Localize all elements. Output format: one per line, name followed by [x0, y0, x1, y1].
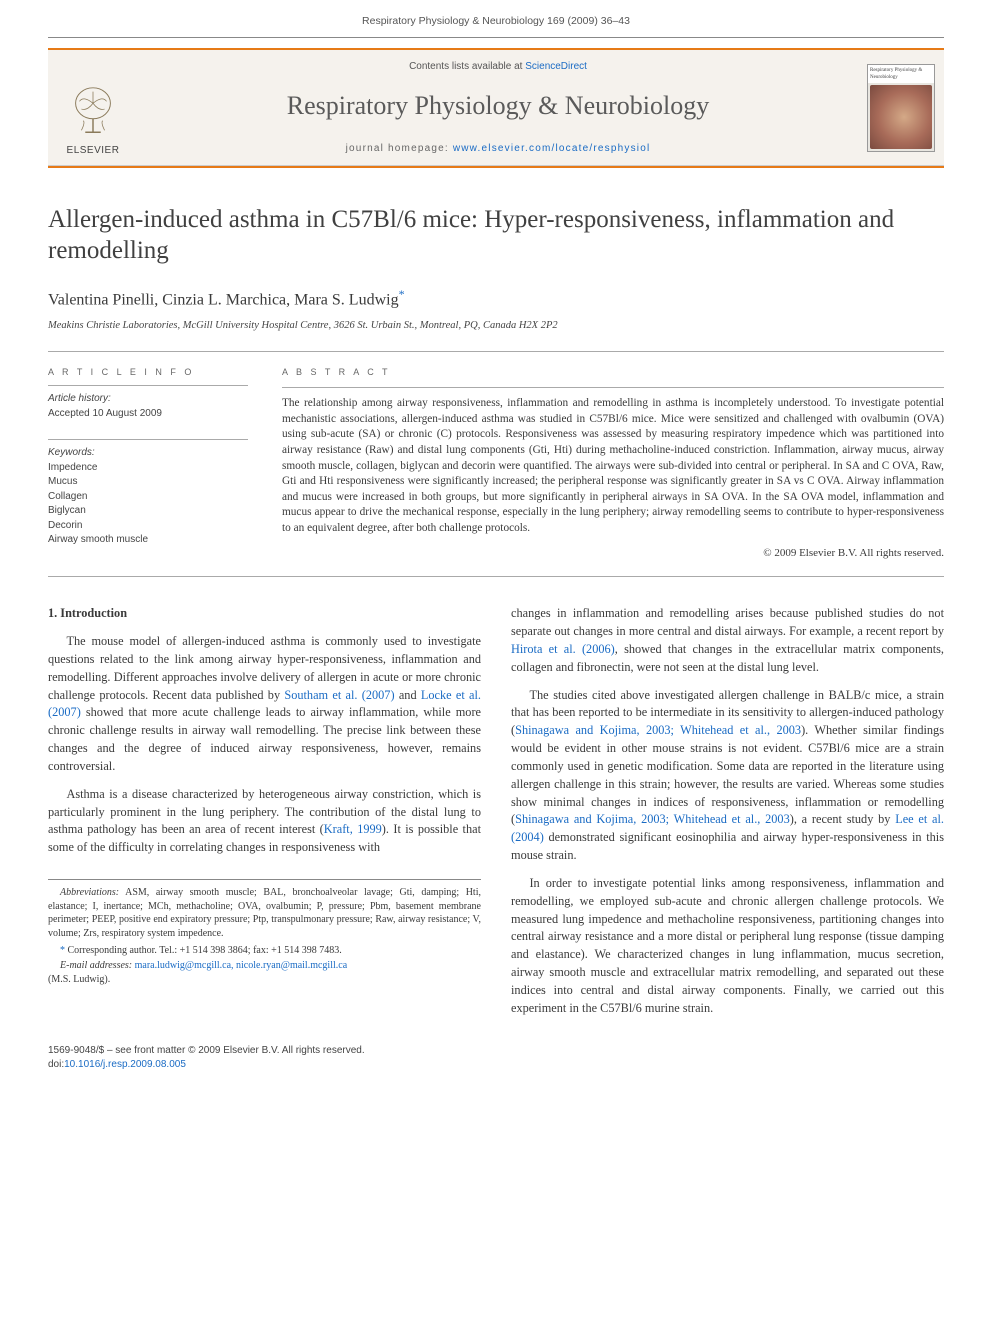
contents-prefix: Contents lists available at — [409, 61, 525, 72]
right-column: changes in inflammation and remodelling … — [511, 605, 944, 1027]
abstract-block: A B S T R A C T The relationship among a… — [282, 366, 944, 562]
body-text: showed that more acute challenge leads t… — [48, 705, 481, 772]
history-label: Article history: — [48, 392, 248, 407]
authors-text: Valentina Pinelli, Cinzia L. Marchica, M… — [48, 292, 399, 309]
corresponding-star-icon: * — [399, 287, 405, 301]
cover-image-icon — [870, 85, 932, 149]
article-meta-row: A R T I C L E I N F O Article history: A… — [48, 351, 944, 562]
doi-link[interactable]: 10.1016/j.resp.2009.08.005 — [64, 1059, 186, 1070]
homepage-prefix: journal homepage: — [346, 143, 453, 154]
accepted-date: Accepted 10 August 2009 — [48, 407, 248, 422]
citation-link[interactable]: Hirota et al. (2006) — [511, 642, 615, 656]
journal-title: Respiratory Physiology & Neurobiology — [144, 87, 852, 125]
article-info-block: A R T I C L E I N F O Article history: A… — [48, 366, 248, 562]
article-info-label: A R T I C L E I N F O — [48, 366, 248, 379]
body-text: demonstrated significant eosinophilia an… — [511, 830, 944, 862]
body-text: changes in inflammation and remodelling … — [511, 606, 944, 638]
keyword: Biglycan — [48, 504, 248, 519]
keyword: Mucus — [48, 475, 248, 490]
abstract-text: The relationship among airway responsive… — [282, 396, 944, 536]
cover-label: Respiratory Physiology & Neurobiology — [868, 65, 934, 84]
citation-link[interactable]: Kraft, 1999 — [324, 822, 382, 836]
email-footnote: E-mail addresses: mara.ludwig@mcgill.ca,… — [48, 959, 481, 974]
body-text: ), a recent study by — [790, 812, 895, 826]
page-footer: 1569-9048/$ – see front matter © 2009 El… — [48, 1044, 944, 1073]
article-title: Allergen-induced asthma in C57Bl/6 mice:… — [48, 204, 944, 267]
keywords-label: Keywords: — [48, 446, 248, 461]
author-list: Valentina Pinelli, Cinzia L. Marchica, M… — [48, 286, 944, 312]
keyword: Impedence — [48, 461, 248, 476]
abstract-copyright: © 2009 Elsevier B.V. All rights reserved… — [282, 546, 944, 562]
journal-cover-thumb: Respiratory Physiology & Neurobiology — [867, 64, 935, 152]
body-text: ). Whether similar findings would be evi… — [511, 723, 944, 826]
corresponding-text: Corresponding author. Tel.: +1 514 398 3… — [65, 945, 342, 956]
section-heading-intro: 1. Introduction — [48, 605, 481, 623]
publisher-name: ELSEVIER — [67, 144, 120, 159]
email-link[interactable]: mara.ludwig@mcgill.ca, nicole.ryan@mail.… — [132, 960, 347, 971]
citation-link[interactable]: Southam et al. (2007) — [284, 688, 394, 702]
abstract-label: A B S T R A C T — [282, 366, 944, 379]
orange-rule — [48, 166, 944, 168]
email-label: E-mail addresses: — [60, 960, 132, 971]
contents-available: Contents lists available at ScienceDirec… — [144, 60, 852, 75]
affiliation: Meakins Christie Laboratories, McGill Un… — [48, 318, 944, 333]
journal-homepage: journal homepage: www.elsevier.com/locat… — [144, 142, 852, 157]
body-columns: 1. Introduction The mouse model of aller… — [48, 605, 944, 1027]
keyword: Decorin — [48, 519, 248, 534]
corresponding-footnote: * Corresponding author. Tel.: +1 514 398… — [48, 944, 481, 959]
body-text: In order to investigate potential links … — [511, 875, 944, 1018]
publisher-logo-block: ELSEVIER — [48, 50, 138, 165]
homepage-link[interactable]: www.elsevier.com/locate/resphysiol — [453, 143, 651, 154]
meta-bottom-rule — [48, 576, 944, 577]
citation-link[interactable]: Shinagawa and Kojima, 2003; Whitehead et… — [515, 812, 790, 826]
keyword: Airway smooth muscle — [48, 533, 248, 548]
left-column: 1. Introduction The mouse model of aller… — [48, 605, 481, 1027]
abbreviations-footnote: Abbreviations: ASM, airway smooth muscle… — [48, 879, 481, 940]
abbrev-label: Abbreviations: — [60, 887, 119, 898]
masthead: ELSEVIER Contents lists available at Sci… — [48, 48, 944, 166]
body-text: and — [395, 688, 421, 702]
running-header: Respiratory Physiology & Neurobiology 16… — [0, 0, 992, 37]
doi-prefix: doi: — [48, 1059, 64, 1070]
front-matter-line: 1569-9048/$ – see front matter © 2009 El… — [48, 1044, 944, 1059]
sciencedirect-link[interactable]: ScienceDirect — [525, 61, 587, 72]
keyword: Collagen — [48, 490, 248, 505]
citation-link[interactable]: Shinagawa and Kojima, 2003; Whitehead et… — [515, 723, 801, 737]
cover-thumbnail-block: Respiratory Physiology & Neurobiology — [858, 50, 944, 165]
top-divider — [48, 37, 944, 38]
email-tail: (M.S. Ludwig). — [48, 973, 481, 988]
elsevier-tree-icon — [64, 82, 122, 140]
